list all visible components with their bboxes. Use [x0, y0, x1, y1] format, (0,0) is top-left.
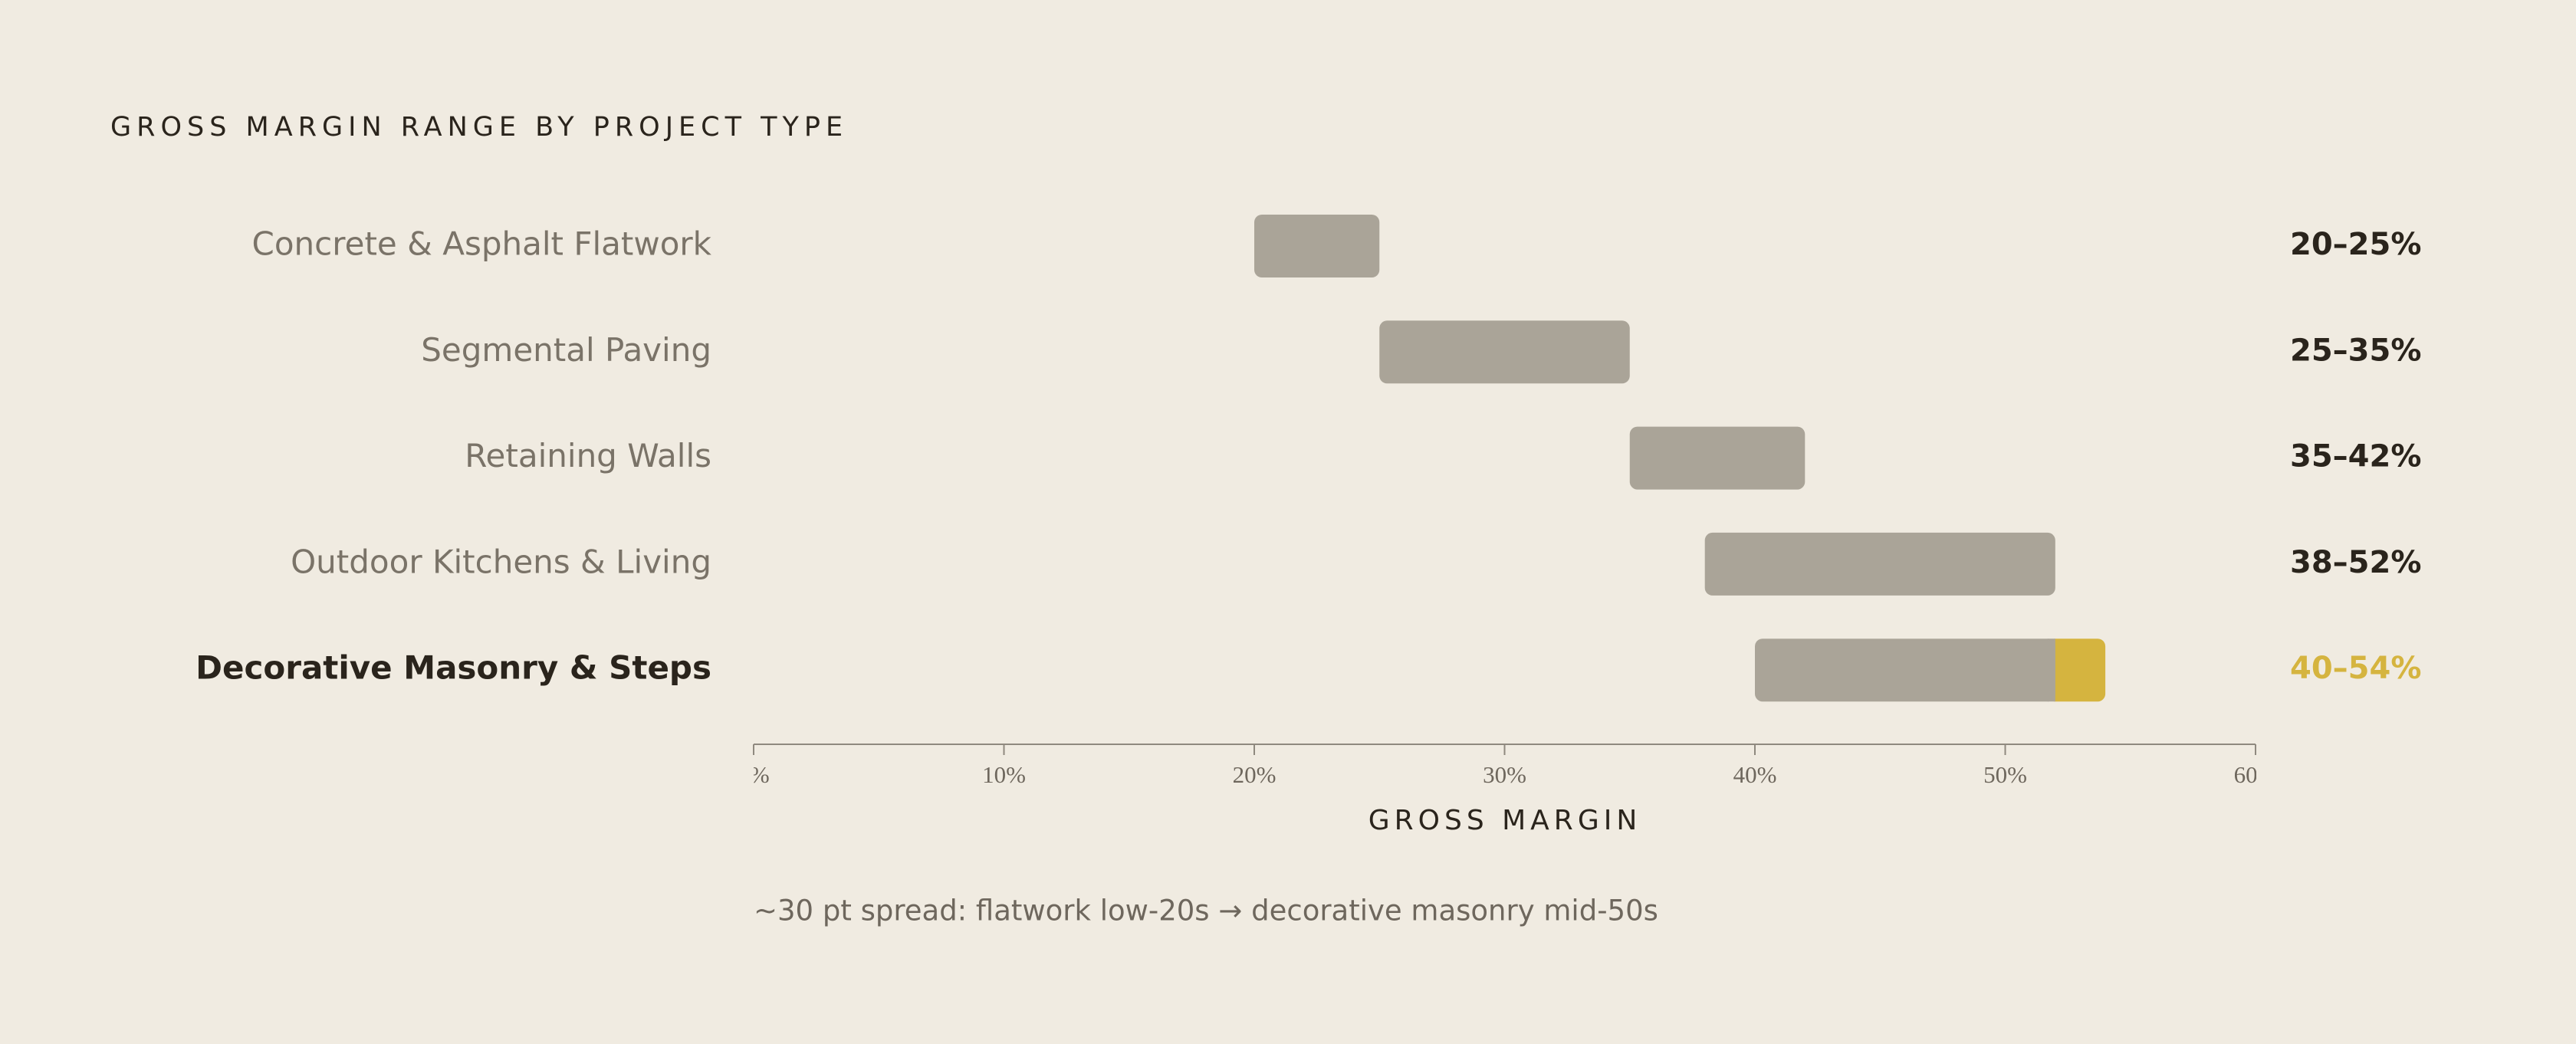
highlight-bar — [2047, 639, 2106, 702]
category-label: Decorative Masonry & Steps — [196, 649, 711, 687]
category-label: Retaining Walls — [465, 437, 711, 474]
x-tick-label: 20% — [1233, 761, 1276, 788]
bar — [1379, 320, 1630, 384]
bar-edge — [2047, 639, 2055, 702]
x-tick-label: 40% — [1733, 761, 1777, 788]
annotation: ~30 pt spread: flatwork low-20s → decora… — [754, 895, 1658, 927]
x-tick-label: 60% — [2234, 761, 2278, 788]
x-ticks: 0% 10% 20% 30% 40% 50% 60% — [738, 761, 2278, 788]
value-label: 25–35% — [2290, 333, 2421, 368]
x-tick-label: 30% — [1483, 761, 1526, 788]
value-label: 40–54% — [2290, 651, 2421, 686]
category-label: Segmental Paving — [421, 331, 711, 369]
x-axis-title: GROSS MARGIN — [1368, 805, 1642, 836]
value-label: 20–25% — [2290, 227, 2421, 262]
bar — [1704, 532, 2055, 596]
x-tick-label: 0% — [738, 761, 769, 788]
x-tick-label: 10% — [982, 761, 1026, 788]
value-label: 35–42% — [2290, 439, 2421, 474]
bar — [1755, 639, 2055, 702]
bar — [1254, 215, 1380, 277]
chart-title: GROSS MARGIN RANGE BY PROJECT TYPE — [110, 112, 848, 143]
bar — [1629, 426, 1806, 490]
value-label: 38–52% — [2290, 545, 2421, 580]
category-label: Concrete & Asphalt Flatwork — [252, 225, 712, 263]
x-tick-label: 50% — [1983, 761, 2027, 788]
category-label: Outdoor Kitchens & Living — [291, 543, 711, 580]
